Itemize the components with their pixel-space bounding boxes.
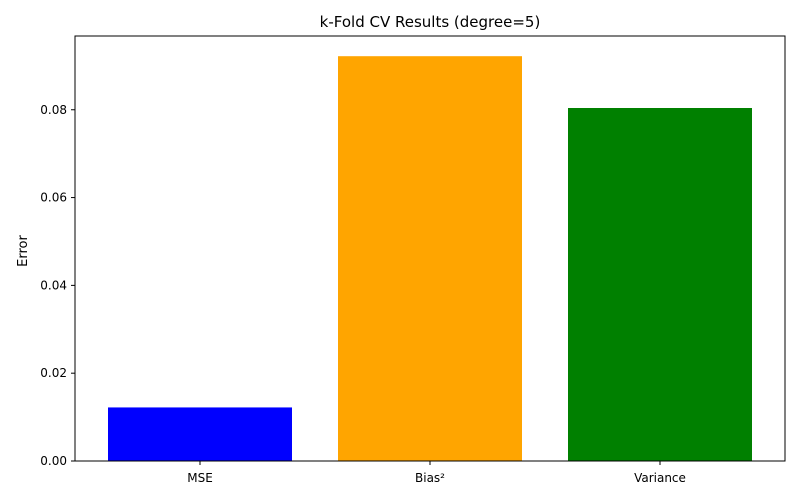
x-tick-label-0: MSE xyxy=(187,471,213,485)
bar-2 xyxy=(568,108,752,461)
y-tick-label-0: 0.00 xyxy=(40,454,67,468)
bar-1 xyxy=(338,56,522,461)
bars-group xyxy=(108,56,752,461)
x-tick-label-1: Bias² xyxy=(415,471,445,485)
plot-frame xyxy=(74,35,786,462)
chart-title: k-Fold CV Results (degree=5) xyxy=(320,13,541,31)
bar-0 xyxy=(108,407,292,461)
y-tick-label-3: 0.06 xyxy=(40,191,67,205)
x-tick-label-2: Variance xyxy=(634,471,686,485)
y-ticks-group: 0.00 0.02 0.04 0.06 0.08 xyxy=(40,103,75,468)
y-tick-label-2: 0.04 xyxy=(40,278,67,292)
y-tick-label-1: 0.02 xyxy=(40,366,67,380)
x-ticks-group: MSE Bias² Variance xyxy=(187,461,686,485)
y-axis-label: Error xyxy=(16,235,31,267)
y-tick-label-4: 0.08 xyxy=(40,103,67,117)
